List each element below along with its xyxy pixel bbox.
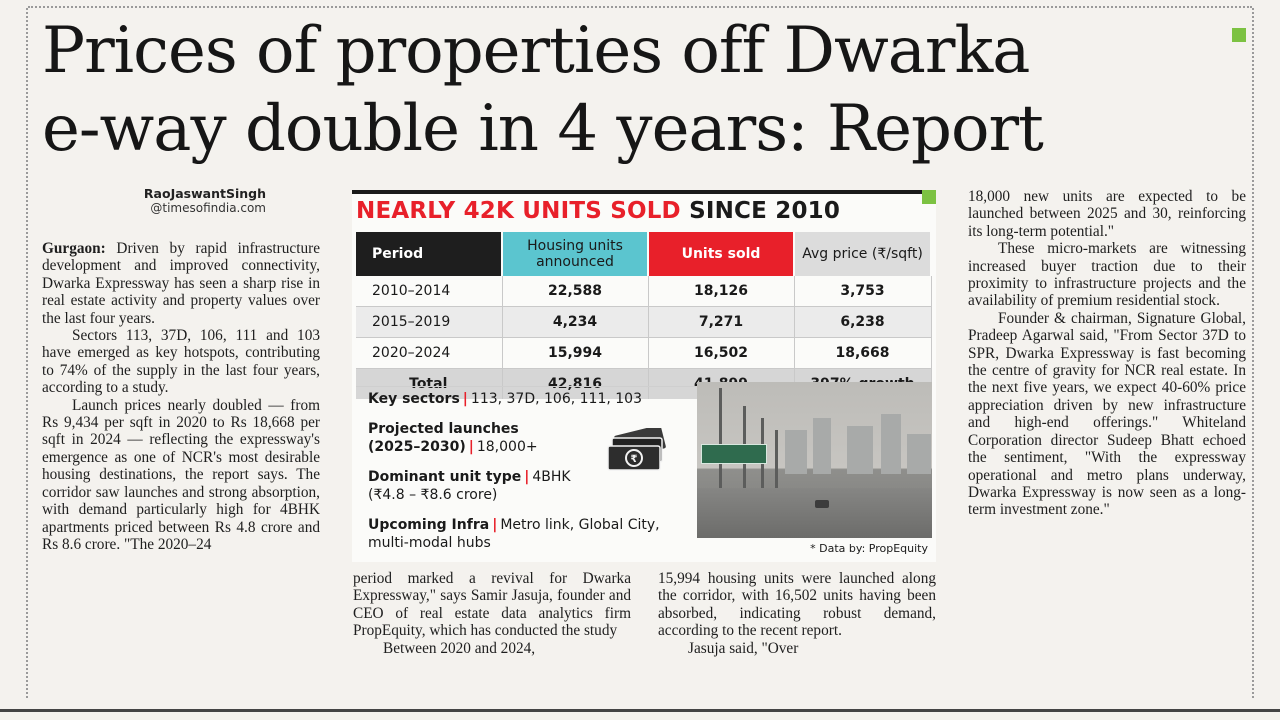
cell-sold: 16,502: [648, 337, 795, 369]
header-period: Period: [356, 232, 503, 276]
expressway-photo: [697, 382, 932, 538]
facts-divider: [356, 386, 696, 387]
byline-handle: @timesofindia.com: [150, 201, 266, 215]
header-units-sold: Units sold: [648, 232, 795, 276]
cell-announced: 4,234: [502, 306, 649, 338]
sales-table: Period Housing units announced Units sol…: [356, 232, 932, 399]
table-row: 2015–2019 4,234 7,271 6,238: [356, 306, 932, 338]
left-dotted-border: [26, 8, 28, 698]
svg-text:₹: ₹: [631, 454, 638, 465]
byline-name: RaoJaswantSingh: [143, 186, 266, 201]
money-stack-icon: ₹: [607, 428, 666, 471]
cell-sold: 18,126: [648, 276, 795, 307]
cell-period: 2020–2024: [356, 337, 503, 369]
green-marker-headline: [1232, 28, 1246, 42]
cell-total-label: Total: [356, 368, 503, 399]
green-marker-infographic: [922, 190, 936, 204]
table-row: 2020–2024 15,994 16,502 18,668: [356, 337, 932, 369]
cell-price: 3,753: [794, 276, 932, 307]
top-dotted-border: [28, 6, 1252, 8]
infographic-title: NEARLY 42K UNITS SOLD SINCE 2010: [356, 198, 840, 224]
article-paragraph: Gurgaon: Driven by rapid infrastructure …: [42, 240, 320, 327]
cell-sold: 7,271: [648, 306, 795, 338]
cell-announced: 22,588: [502, 276, 649, 307]
article-column-1: Gurgaon: Driven by rapid infrastructure …: [42, 240, 320, 553]
road: [697, 488, 932, 538]
road-sign: [701, 444, 767, 464]
dateline: Gurgaon:: [42, 240, 106, 257]
car: [815, 500, 829, 508]
article-paragraph: 15,994 housing units were launched along…: [658, 570, 936, 640]
bottom-rule: [0, 709, 1280, 712]
cell-period: 2010–2014: [356, 276, 503, 307]
fact-dominant-unit: Dominant unit type | 4BHK (₹4.8 – ₹8.6 cro…: [368, 469, 571, 503]
cell-price: 18,668: [794, 337, 932, 369]
article-paragraph: Founder & chairman, Signature Global, Pr…: [968, 309, 1246, 519]
article-column-2: period marked a revival for Dwarka Expre…: [353, 570, 631, 657]
article-paragraph: Jasuja said, "Over: [688, 639, 799, 657]
fact-projected-launches: Projected launches (2025–2030) | 18,000+: [368, 421, 538, 455]
headline-line-2: e-way double in 4 years: Report: [42, 92, 1044, 166]
article-paragraph: Between 2020 and 2024,: [383, 639, 536, 657]
article-paragraph: These micro-markets are witnessing incre…: [968, 240, 1246, 310]
header-units-announced: Housing units announced: [502, 232, 649, 276]
byline: RaoJaswantSingh @timesofindia.com: [92, 186, 266, 215]
table-header-row: Period Housing units announced Units sol…: [356, 232, 932, 276]
fact-upcoming-infra: Upcoming Infra | Metro link, Global City, …: [368, 517, 660, 551]
infographic-title-rest: SINCE 2010: [689, 198, 841, 224]
infographic: NEARLY 42K UNITS SOLD SINCE 2010 Period …: [352, 190, 936, 562]
fact-key-sectors: Key sectors | 113, 37D, 106, 111, 103: [368, 391, 642, 407]
article-paragraph: 18,000 new units are expected to be laun…: [968, 188, 1246, 240]
cell-announced: 15,994: [502, 337, 649, 369]
cell-total-announced: 42,816: [502, 368, 649, 399]
key-facts: Key sectors | 113, 37D, 106, 111, 103 Proj…: [368, 390, 698, 564]
infographic-title-highlight: NEARLY 42K UNITS SOLD: [356, 198, 681, 224]
article-column-3: 15,994 housing units were launched along…: [658, 570, 936, 657]
headline-line-1: Prices of properties off Dwarka: [42, 14, 1030, 88]
article-paragraph: period marked a revival for Dwarka Expre…: [353, 570, 631, 640]
table-row: 2010–2014 22,588 18,126 3,753: [356, 276, 932, 307]
data-credit: * Data by: PropEquity: [810, 542, 928, 555]
article-column-4: 18,000 new units are expected to be laun…: [968, 188, 1246, 519]
header-avg-price: Avg price (₹/sqft): [794, 232, 932, 276]
infographic-top-rule: [352, 190, 926, 194]
headline: Prices of properties off Dwarka e-way do…: [42, 12, 1252, 168]
cell-price: 6,238: [794, 306, 932, 338]
article-paragraph: Launch prices nearly doubled — from Rs 9…: [42, 396, 320, 553]
right-dotted-border: [1252, 8, 1254, 698]
article-paragraph: Sectors 113, 37D, 106, 111 and 103 have …: [42, 327, 320, 397]
cell-period: 2015–2019: [356, 306, 503, 338]
